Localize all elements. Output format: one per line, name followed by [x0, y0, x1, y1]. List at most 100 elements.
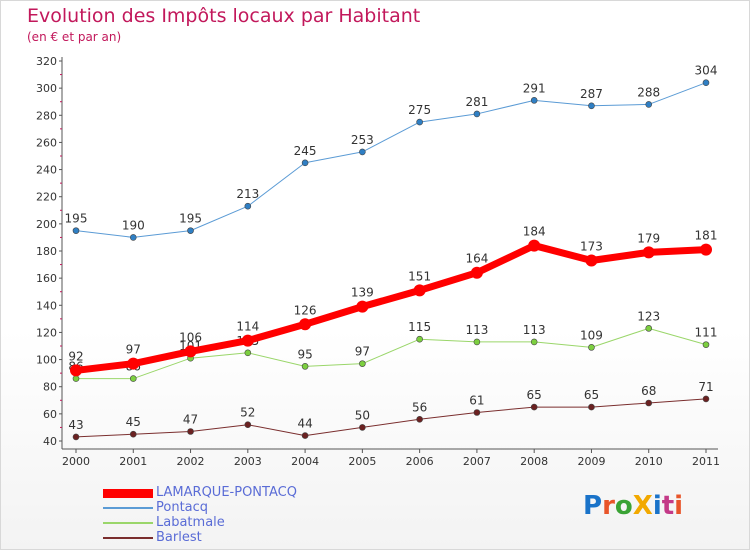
x-tick-label: 2006 [406, 455, 434, 468]
legend-swatch [103, 522, 153, 524]
data-point-pontacq [301, 159, 309, 167]
data-label-lamarque-pontacq: 139 [351, 286, 374, 300]
data-point-barlest [588, 403, 595, 411]
data-point-labatmale [530, 338, 538, 346]
y-tick-label: 120 [36, 326, 57, 339]
data-label-barlest: 47 [183, 413, 198, 427]
data-label-labatmale: 123 [637, 309, 660, 323]
x-tick-label: 2003 [234, 455, 262, 468]
data-point-labatmale [473, 338, 481, 346]
data-point-lamarque-pontacq [585, 254, 598, 267]
brand-letter: i [652, 491, 662, 521]
data-label-labatmale: 95 [297, 347, 312, 361]
data-point-labatmale [702, 341, 710, 348]
chart-title: Evolution des Impôts locaux par Habitant [27, 5, 421, 27]
data-label-lamarque-pontacq: 97 [126, 343, 141, 357]
data-label-lamarque-pontacq: 181 [695, 229, 718, 243]
y-tick-label: 280 [36, 109, 57, 122]
y-tick-label: 80 [43, 381, 57, 394]
data-label-labatmale: 111 [695, 326, 718, 340]
data-point-pontacq [473, 110, 481, 118]
brand-letter: i [674, 491, 684, 521]
data-point-lamarque-pontacq [642, 246, 655, 259]
data-point-lamarque-pontacq [413, 284, 426, 297]
data-label-pontacq: 288 [637, 85, 660, 99]
data-point-barlest [530, 403, 538, 411]
x-tick-label: 2002 [177, 455, 205, 468]
brand-letter: r [602, 491, 615, 521]
legend-label: Labatmale [156, 515, 225, 530]
data-label-barlest: 56 [412, 400, 427, 414]
data-label-lamarque-pontacq: 106 [179, 330, 202, 344]
data-label-lamarque-pontacq: 151 [408, 269, 431, 283]
data-point-lamarque-pontacq [70, 364, 82, 377]
data-point-labatmale [416, 335, 423, 343]
series-line-lamarque-pontacq [72, 242, 710, 374]
data-label-lamarque-pontacq: 92 [68, 349, 83, 363]
data-point-barlest [702, 395, 710, 403]
brand-logo: ProXiti [583, 491, 683, 521]
data-point-barlest [244, 421, 252, 429]
data-point-barlest [301, 432, 309, 439]
legend-label: LAMARQUE-PONTACQ [156, 485, 297, 500]
data-point-pontacq [530, 97, 538, 104]
data-label-pontacq: 275 [408, 103, 431, 117]
y-tick-label: 60 [43, 408, 57, 421]
x-tick-label: 2005 [348, 455, 376, 468]
data-label-labatmale: 115 [408, 320, 431, 334]
data-label-lamarque-pontacq: 179 [637, 231, 660, 245]
data-label-pontacq: 281 [465, 95, 488, 109]
data-label-labatmale: 113 [465, 323, 488, 337]
data-point-pontacq [702, 79, 710, 87]
data-label-barlest: 71 [698, 380, 713, 394]
brand-letter: X [632, 491, 653, 521]
data-point-labatmale [645, 325, 653, 332]
data-label-barlest: 65 [527, 388, 542, 402]
data-point-barlest [473, 409, 481, 416]
data-point-barlest [359, 424, 366, 431]
data-point-pontacq [244, 202, 252, 210]
series-line-pontacq [75, 82, 707, 238]
data-label-barlest: 44 [297, 417, 312, 431]
data-point-lamarque-pontacq [127, 357, 140, 370]
data-label-lamarque-pontacq: 164 [465, 252, 488, 266]
data-label-pontacq: 253 [351, 133, 374, 147]
data-point-lamarque-pontacq [700, 243, 712, 256]
legend-swatch [103, 537, 153, 539]
data-point-barlest [645, 399, 653, 407]
legend-swatch [103, 507, 153, 509]
data-label-barlest: 68 [641, 384, 656, 398]
brand-letter: t [661, 491, 675, 521]
y-tick-label: 240 [36, 164, 57, 177]
x-tick-label: 2009 [577, 455, 605, 468]
x-tick-label: 2008 [520, 455, 548, 468]
data-point-pontacq [645, 101, 653, 108]
x-tick-label: 2010 [635, 455, 663, 468]
x-tick-label: 2011 [692, 455, 720, 468]
x-tick-label: 2004 [291, 455, 319, 468]
y-tick-label: 300 [36, 82, 57, 95]
data-point-lamarque-pontacq [299, 318, 312, 331]
data-point-pontacq [416, 118, 423, 126]
x-tick-label: 2001 [119, 455, 147, 468]
data-point-labatmale [129, 375, 137, 382]
data-label-pontacq: 304 [695, 64, 718, 78]
data-point-labatmale [244, 349, 252, 357]
data-point-lamarque-pontacq [241, 334, 254, 347]
data-label-barlest: 45 [126, 415, 141, 429]
data-point-labatmale [301, 363, 309, 370]
y-tick-label: 320 [36, 55, 57, 68]
series-line-labatmale [75, 327, 707, 380]
y-tick-label: 160 [36, 272, 57, 285]
data-point-labatmale [359, 360, 366, 367]
data-point-barlest [416, 415, 423, 423]
y-tick-label: 140 [36, 299, 57, 312]
data-label-lamarque-pontacq: 184 [523, 225, 546, 239]
data-point-pontacq [129, 234, 137, 241]
data-point-pontacq [72, 227, 80, 234]
y-tick-label: 200 [36, 218, 57, 231]
data-label-barlest: 52 [240, 406, 255, 420]
y-tick-label: 100 [36, 354, 57, 367]
x-tick-label: 2007 [463, 455, 491, 468]
